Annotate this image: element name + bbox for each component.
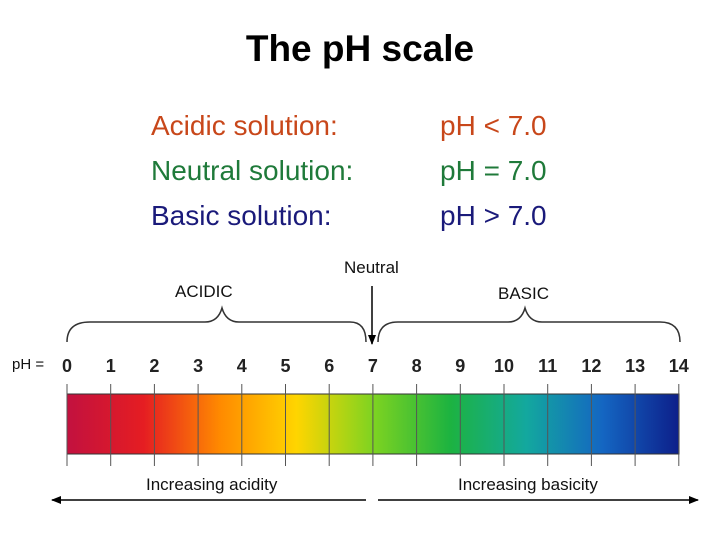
scale-value-9: 9	[455, 356, 465, 376]
acidity-arrow-label: Increasing acidity	[146, 475, 278, 494]
basic-definition-value: pH > 7.0	[440, 200, 547, 231]
basic-brace	[377, 305, 681, 343]
scale-value-0: 0	[62, 356, 72, 376]
scale-value-12: 12	[581, 356, 601, 376]
basic-definition-label: Basic solution:	[151, 200, 332, 231]
scale-value-2: 2	[149, 356, 159, 376]
neutral-definition-value: pH = 7.0	[440, 155, 547, 186]
scale-value-14: 14	[669, 356, 689, 376]
neutral-label: Neutral	[344, 258, 399, 277]
acidic-brace	[66, 305, 367, 343]
scale-value-4: 4	[237, 356, 247, 376]
scale-value-6: 6	[324, 356, 334, 376]
scale-value-1: 1	[106, 356, 116, 376]
scale-tick-lines	[66, 384, 680, 466]
scale-value-13: 13	[625, 356, 645, 376]
acidic-label: ACIDIC	[175, 282, 233, 301]
scale-value-5: 5	[280, 356, 290, 376]
page-title: The pH scale	[245, 28, 475, 69]
acidic-definition-label: Acidic solution:	[151, 110, 338, 141]
neutral-definition-label: Neutral solution:	[151, 155, 354, 186]
scale-prefix: pH =	[12, 356, 45, 373]
scale-value-8: 8	[412, 356, 422, 376]
scale-value-10: 10	[494, 356, 514, 376]
basicity-arrow-label: Increasing basicity	[458, 475, 598, 494]
scale-value-3: 3	[193, 356, 203, 376]
scale-value-7: 7	[368, 356, 378, 376]
scale-value-11: 11	[538, 356, 557, 376]
acidic-definition-value: pH < 7.0	[440, 110, 547, 141]
basic-label: BASIC	[498, 284, 550, 303]
scale-tick-labels: 0 1 2 3 4 5 6 7 8 9 10 11 12 13 14	[62, 356, 689, 376]
